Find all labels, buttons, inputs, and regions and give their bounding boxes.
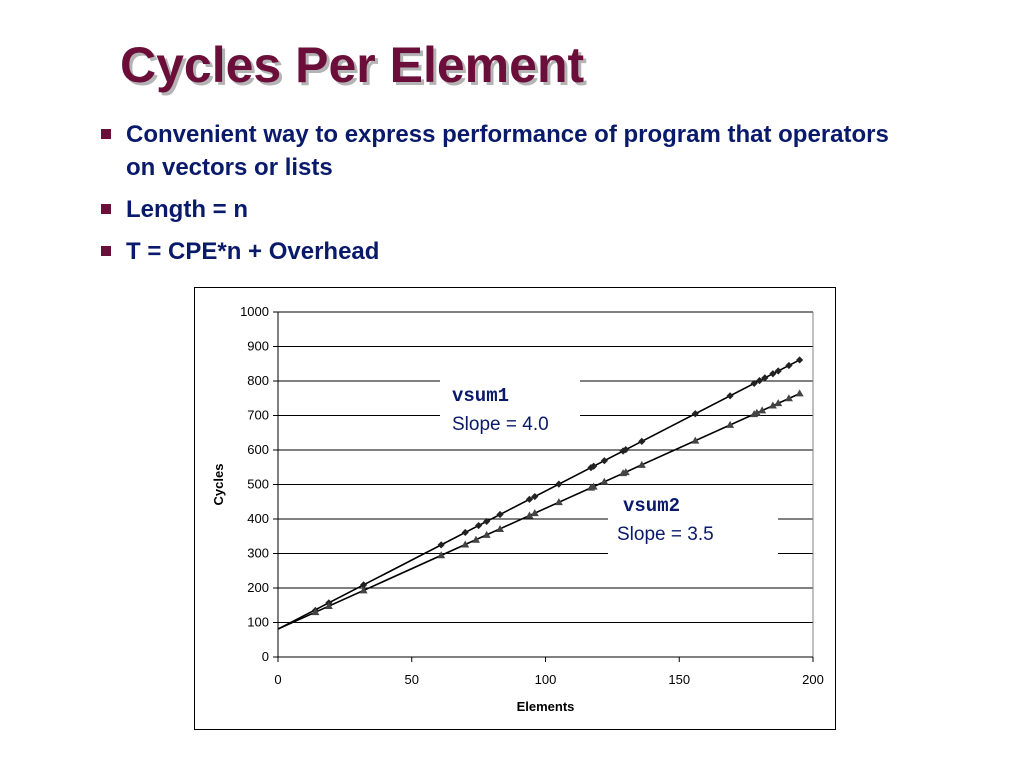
vsum2-point bbox=[726, 420, 735, 428]
vsum2-point bbox=[621, 468, 630, 476]
vsum1-annotation-slope: Slope = 4.0 bbox=[452, 414, 549, 435]
vsum1-annotation-name: vsum1 bbox=[452, 385, 509, 407]
vsum1-point bbox=[600, 457, 608, 465]
vsum2-point bbox=[359, 586, 368, 594]
vsum1-point bbox=[622, 446, 630, 454]
y-tick-label: 200 bbox=[247, 580, 269, 595]
y-tick-label: 1000 bbox=[240, 304, 269, 319]
labels-layer: 0 100 200 300 400 500 600 700 800 900 1000 0 50 100 15… bbox=[211, 304, 824, 714]
x-axis-title: Elements bbox=[517, 699, 575, 714]
vsum2-point bbox=[691, 436, 700, 444]
y-tick-label: 700 bbox=[247, 408, 269, 423]
vsum2-point bbox=[752, 408, 761, 416]
vsum1-point bbox=[796, 356, 804, 364]
bullet-text: Length = n bbox=[126, 196, 248, 223]
vsum1-point bbox=[360, 581, 368, 589]
vsum2-point bbox=[530, 509, 539, 517]
cycles-chart: 0 100 200 300 400 500 600 700 800 900 1000 0 50 100 15… bbox=[211, 304, 824, 714]
vsum2-point bbox=[758, 406, 767, 414]
vsum1-point bbox=[691, 410, 699, 418]
x-tick-label: 50 bbox=[405, 672, 419, 687]
x-tick-label: 200 bbox=[802, 672, 824, 687]
vsum2-annotation-box bbox=[608, 488, 778, 554]
bullet-text: Convenient way to express performance of… bbox=[126, 121, 889, 181]
vsum1-point bbox=[590, 462, 598, 470]
vsum1-point bbox=[483, 517, 491, 526]
y-tick-label: 900 bbox=[247, 339, 269, 354]
vsum2-point bbox=[482, 530, 491, 538]
vsum2-point bbox=[525, 511, 534, 519]
vsum1-point bbox=[475, 521, 483, 530]
vsum1-point bbox=[769, 370, 777, 378]
vsum1-point bbox=[785, 361, 793, 370]
bullet-item: Convenient way to express performance of… bbox=[100, 118, 920, 184]
vsum2-point bbox=[554, 498, 563, 506]
vsum2-point bbox=[774, 399, 783, 407]
chart-frame: 0 100 200 300 400 500 600 700 800 900 1000 0 50 100 15… bbox=[194, 287, 836, 730]
vsum2-annotation-name: vsum2 bbox=[623, 495, 680, 517]
square-bullet-icon bbox=[101, 204, 111, 214]
square-bullet-icon bbox=[101, 129, 111, 139]
vsum2-annotation-slope: Slope = 3.5 bbox=[617, 524, 714, 545]
y-tick-label: 100 bbox=[247, 615, 269, 630]
bullet-text: T = CPE*n + Overhead bbox=[126, 238, 380, 265]
vsum2-point bbox=[768, 401, 777, 409]
vsum1-point bbox=[555, 480, 563, 488]
grid-layer bbox=[278, 311, 813, 623]
vsum1-point bbox=[638, 437, 646, 445]
vsum2-point bbox=[437, 551, 446, 559]
x-tick-label: 0 bbox=[274, 672, 281, 687]
y-tick-label: 600 bbox=[247, 442, 269, 457]
x-tick-label: 150 bbox=[668, 672, 690, 687]
vsum1-point bbox=[496, 510, 504, 519]
vsum2-point bbox=[461, 540, 470, 548]
vsum2-point bbox=[311, 608, 320, 616]
vsum2-point bbox=[637, 460, 646, 468]
vsum1-point bbox=[461, 528, 469, 537]
vsum2-point bbox=[496, 525, 505, 533]
vsum1-point bbox=[774, 367, 782, 375]
y-tick-label: 300 bbox=[247, 546, 269, 561]
vsum2-point bbox=[600, 477, 609, 485]
vsum1-point bbox=[587, 463, 595, 472]
vsum1-annotation-box bbox=[440, 378, 580, 440]
vsum1-point bbox=[531, 492, 539, 501]
bullet-item: T = CPE*n + Overhead bbox=[100, 235, 920, 268]
vsum2-point bbox=[795, 389, 804, 397]
y-tick-label: 500 bbox=[247, 477, 269, 492]
y-tick-label: 0 bbox=[262, 649, 269, 664]
vsum1-point bbox=[726, 392, 734, 400]
vsum2-point bbox=[589, 482, 598, 490]
slide-title: Cycles Per Element bbox=[120, 37, 585, 93]
y-tick-label: 800 bbox=[247, 373, 269, 388]
square-bullet-icon bbox=[101, 246, 111, 256]
axes-layer bbox=[273, 311, 814, 662]
vsum2-point bbox=[324, 601, 333, 609]
y-tick-label: 400 bbox=[247, 511, 269, 526]
x-tick-label: 100 bbox=[535, 672, 557, 687]
vsum1-point bbox=[755, 377, 764, 385]
vsum2-point bbox=[784, 394, 793, 402]
vsum1-point bbox=[437, 541, 445, 549]
bullet-list: Convenient way to express performance of… bbox=[100, 118, 920, 277]
y-axis-title: Cycles bbox=[211, 464, 226, 506]
annotation-layer: vsum1 Slope = 4.0 vsum2 Slope = 3.5 bbox=[440, 378, 778, 554]
bullet-item: Length = n bbox=[100, 193, 920, 226]
vsum2-point bbox=[471, 535, 480, 543]
